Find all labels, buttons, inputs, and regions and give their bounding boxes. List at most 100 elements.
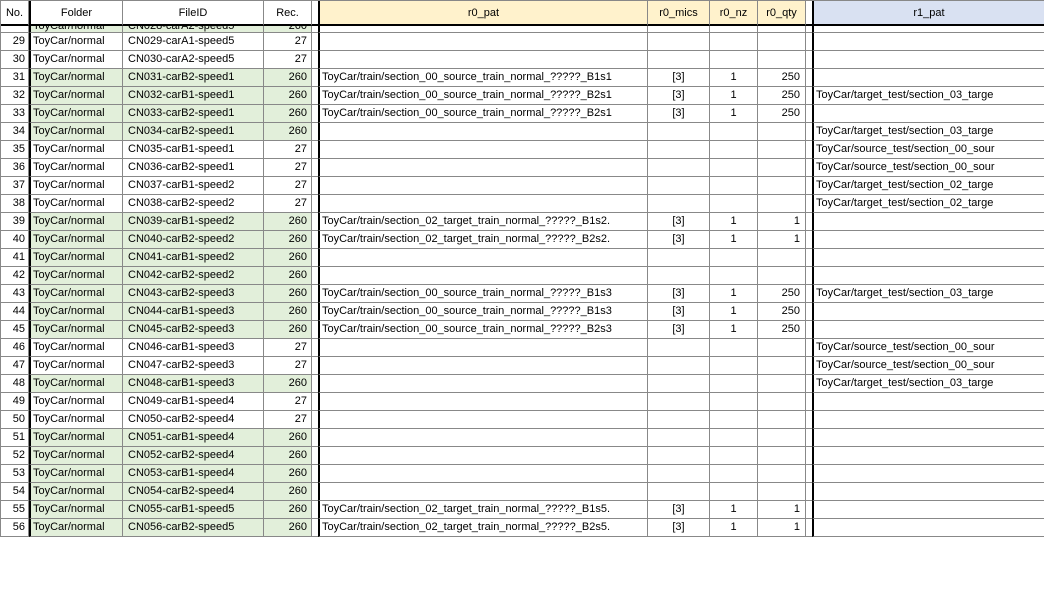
row-r0-nz[interactable]: 1: [710, 519, 758, 537]
row-no[interactable]: 54: [1, 483, 29, 501]
row-rec[interactable]: 27: [264, 411, 312, 429]
row-fileid[interactable]: CN051-carB1-speed4: [123, 429, 264, 447]
row-no[interactable]: 48: [1, 375, 29, 393]
row-rec[interactable]: 27: [264, 51, 312, 69]
row-r0-qty[interactable]: [758, 447, 806, 465]
row-r0-nz[interactable]: [710, 429, 758, 447]
row-no[interactable]: 33: [1, 105, 29, 123]
row-fileid[interactable]: CN052-carB2-speed4: [123, 447, 264, 465]
row-fileid[interactable]: CN036-carB2-speed1: [123, 159, 264, 177]
row-no[interactable]: 51: [1, 429, 29, 447]
row-r0-qty[interactable]: [758, 195, 806, 213]
row-fileid[interactable]: CN045-carB2-speed3: [123, 321, 264, 339]
row-folder[interactable]: ToyCar/normal: [29, 393, 123, 411]
row-r0-pat[interactable]: ToyCar/train/section_00_source_train_nor…: [318, 105, 648, 123]
row-r0-pat[interactable]: [318, 26, 648, 33]
row-no[interactable]: 34: [1, 123, 29, 141]
row-no[interactable]: [1, 26, 29, 33]
row-r0-qty[interactable]: [758, 357, 806, 375]
row-folder[interactable]: ToyCar/normal: [29, 285, 123, 303]
row-folder[interactable]: ToyCar/normal: [29, 447, 123, 465]
row-folder[interactable]: ToyCar/normal: [29, 231, 123, 249]
row-r0-mics[interactable]: [648, 123, 710, 141]
row-r0-nz[interactable]: [710, 465, 758, 483]
row-r1-pat[interactable]: ToyCar/source_test/section_00_sour: [812, 159, 1044, 177]
row-no[interactable]: 29: [1, 33, 29, 51]
row-folder[interactable]: ToyCar/normal: [29, 303, 123, 321]
row-fileid[interactable]: CN049-carB1-speed4: [123, 393, 264, 411]
row-r0-pat[interactable]: ToyCar/train/section_00_source_train_nor…: [318, 303, 648, 321]
row-r0-qty[interactable]: 1: [758, 519, 806, 537]
row-no[interactable]: 45: [1, 321, 29, 339]
row-rec[interactable]: 260: [264, 285, 312, 303]
row-r0-pat[interactable]: ToyCar/train/section_00_source_train_nor…: [318, 321, 648, 339]
row-r0-nz[interactable]: [710, 483, 758, 501]
row-r1-pat[interactable]: ToyCar/source_test/section_00_sour: [812, 357, 1044, 375]
row-r0-nz[interactable]: [710, 141, 758, 159]
row-r0-pat[interactable]: [318, 249, 648, 267]
row-rec[interactable]: 260: [264, 105, 312, 123]
row-fileid[interactable]: CN041-carB1-speed2: [123, 249, 264, 267]
row-fileid[interactable]: CN056-carB2-speed5: [123, 519, 264, 537]
row-r0-pat[interactable]: ToyCar/train/section_02_target_train_nor…: [318, 213, 648, 231]
row-r0-nz[interactable]: [710, 123, 758, 141]
row-r0-pat[interactable]: [318, 123, 648, 141]
row-r0-pat[interactable]: [318, 195, 648, 213]
row-fileid[interactable]: CN047-carB2-speed3: [123, 357, 264, 375]
row-r0-qty[interactable]: 1: [758, 231, 806, 249]
row-r0-mics[interactable]: [648, 159, 710, 177]
row-fileid[interactable]: CN053-carB1-speed4: [123, 465, 264, 483]
row-no[interactable]: 47: [1, 357, 29, 375]
row-r0-qty[interactable]: [758, 267, 806, 285]
row-folder[interactable]: ToyCar/normal: [29, 375, 123, 393]
col-fileid[interactable]: FileID: [123, 1, 264, 26]
row-r0-nz[interactable]: [710, 195, 758, 213]
row-folder[interactable]: ToyCar/normal: [29, 429, 123, 447]
row-folder[interactable]: ToyCar/normal: [29, 465, 123, 483]
row-fileid[interactable]: CN043-carB2-speed3: [123, 285, 264, 303]
row-r0-nz[interactable]: [710, 51, 758, 69]
row-r0-nz[interactable]: 1: [710, 285, 758, 303]
row-r0-mics[interactable]: [648, 483, 710, 501]
row-rec[interactable]: 260: [264, 465, 312, 483]
row-r0-qty[interactable]: 1: [758, 501, 806, 519]
row-no[interactable]: 39: [1, 213, 29, 231]
row-folder[interactable]: ToyCar/normal: [29, 26, 123, 33]
row-no[interactable]: 53: [1, 465, 29, 483]
row-r0-nz[interactable]: [710, 33, 758, 51]
row-no[interactable]: 35: [1, 141, 29, 159]
row-r0-nz[interactable]: [710, 177, 758, 195]
row-r0-nz[interactable]: 1: [710, 303, 758, 321]
row-folder[interactable]: ToyCar/normal: [29, 321, 123, 339]
row-r0-qty[interactable]: [758, 465, 806, 483]
row-r0-mics[interactable]: [3]: [648, 213, 710, 231]
row-r1-pat[interactable]: [812, 231, 1044, 249]
row-rec[interactable]: 260: [264, 501, 312, 519]
row-rec[interactable]: 260: [264, 429, 312, 447]
row-r0-pat[interactable]: [318, 267, 648, 285]
row-r1-pat[interactable]: [812, 393, 1044, 411]
row-r0-nz[interactable]: 1: [710, 501, 758, 519]
row-r0-nz[interactable]: 1: [710, 321, 758, 339]
row-no[interactable]: 46: [1, 339, 29, 357]
row-folder[interactable]: ToyCar/normal: [29, 159, 123, 177]
row-folder[interactable]: ToyCar/normal: [29, 411, 123, 429]
row-r1-pat[interactable]: [812, 321, 1044, 339]
row-r0-pat[interactable]: ToyCar/train/section_02_target_train_nor…: [318, 519, 648, 537]
row-r0-qty[interactable]: 250: [758, 303, 806, 321]
row-r0-qty[interactable]: [758, 33, 806, 51]
row-rec[interactable]: 27: [264, 357, 312, 375]
row-fileid[interactable]: CN044-carB1-speed3: [123, 303, 264, 321]
row-no[interactable]: 32: [1, 87, 29, 105]
row-folder[interactable]: ToyCar/normal: [29, 501, 123, 519]
row-r0-qty[interactable]: [758, 411, 806, 429]
row-r0-nz[interactable]: [710, 375, 758, 393]
row-rec[interactable]: 27: [264, 33, 312, 51]
row-folder[interactable]: ToyCar/normal: [29, 357, 123, 375]
row-r0-qty[interactable]: 250: [758, 69, 806, 87]
row-fileid[interactable]: CN028-carA2-speed5: [123, 26, 264, 33]
row-r1-pat[interactable]: ToyCar/target_test/section_03_targe: [812, 123, 1044, 141]
row-r0-qty[interactable]: [758, 159, 806, 177]
row-fileid[interactable]: CN035-carB1-speed1: [123, 141, 264, 159]
row-r0-mics[interactable]: [648, 429, 710, 447]
